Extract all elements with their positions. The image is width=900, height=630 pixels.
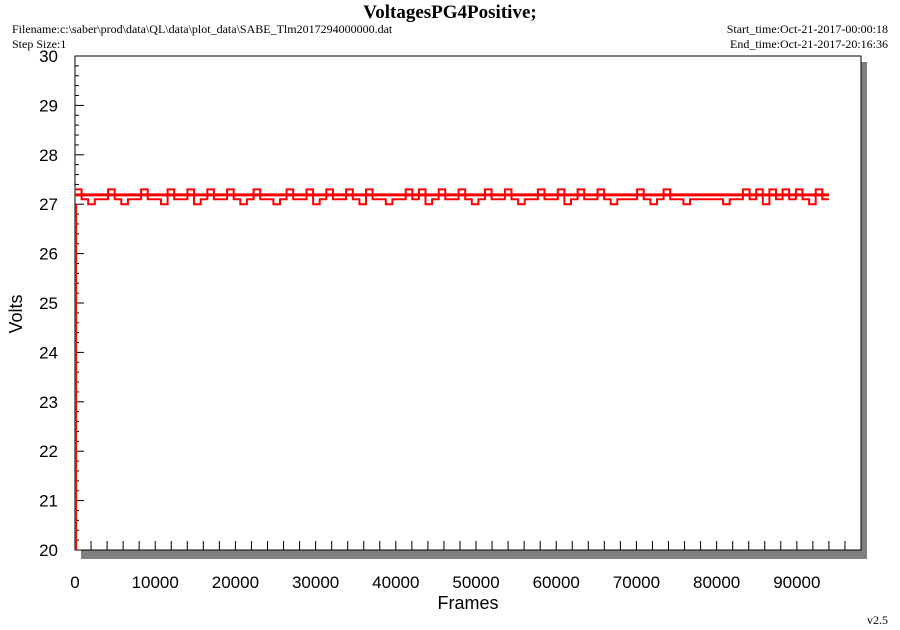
x-axis-title: Frames	[437, 593, 498, 613]
plot-frame	[74, 55, 862, 551]
x-tick-label: 40000	[372, 573, 419, 592]
x-tick-label: 90000	[773, 573, 820, 592]
y-tick-label: 30	[39, 47, 58, 66]
y-tick-label: 22	[39, 442, 58, 461]
series-line	[75, 188, 829, 206]
x-tick-label: 60000	[533, 573, 580, 592]
y-tick-label: 27	[39, 195, 58, 214]
y-tick-label: 20	[39, 541, 58, 560]
y-tick-label: 29	[39, 96, 58, 115]
filename-label: Filename:c:\saber\prod\data\QL\data\plot…	[12, 22, 393, 36]
x-axis: 0 10000 20000 30000 40000 50000 60000 70000 8000…	[70, 541, 862, 592]
step-size-label: Step Size:1	[12, 37, 67, 51]
y-tick-label: 24	[39, 343, 58, 362]
y-tick-label: 25	[39, 294, 58, 313]
start-time-label: Start_time:Oct-21-2017-00:00:18	[726, 22, 888, 36]
y-tick-label: 23	[39, 393, 58, 412]
x-tick-label: 20000	[212, 573, 259, 592]
chart-title: VoltagesPG4Positive;	[363, 2, 537, 23]
y-tick-label: 28	[39, 146, 58, 165]
x-tick-label: 10000	[132, 573, 179, 592]
x-tick-label: 50000	[452, 573, 499, 592]
y-tick-label: 21	[39, 492, 58, 511]
series-layer	[75, 188, 829, 550]
y-tick-label: 26	[39, 245, 58, 264]
series-band	[75, 193, 829, 197]
x-tick-label: 0	[70, 573, 79, 592]
y-axis-title: Volts	[6, 294, 26, 333]
end-time-label: End_time:Oct-21-2017-20:16:36	[730, 37, 888, 51]
x-tick-label: 30000	[292, 573, 339, 592]
x-tick-label: 80000	[693, 573, 740, 592]
version-label: v2.5	[867, 613, 888, 627]
x-tick-label: 70000	[613, 573, 660, 592]
